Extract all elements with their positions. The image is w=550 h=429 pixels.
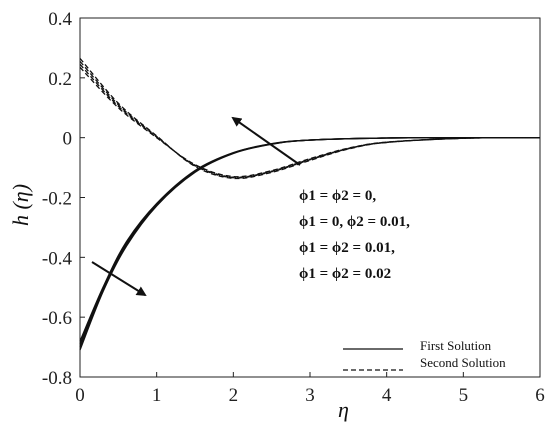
legend: First Solution Second Solution [343,338,506,371]
x-tick-label: 4 [382,385,392,406]
y-tick-label: 0.2 [48,69,72,90]
annotation-line-2: ϕ1 = 0, ϕ2 = 0.01, [299,214,410,230]
x-tick-label: 2 [229,385,239,406]
y-axis-label: h (η) [8,184,33,226]
x-axis-label: η [338,397,349,422]
y-tick-label: -0.6 [42,308,72,329]
y-tick-label: -0.2 [42,189,72,210]
x-tick-label: 0 [75,385,85,406]
curves-layer [79,57,541,351]
arrow-lower [91,261,147,297]
ticks-layer: 0 1 2 3 4 5 6 0.4 0.2 0 -0.2 -0.4 -0.6 -0.8 [42,9,545,406]
annotation-line-4: ϕ1 = ϕ2 = 0.02 [299,266,391,282]
y-tick-label: -0.4 [42,248,73,269]
second-solution-curve-8 [79,57,541,180]
x-tick-label: 3 [305,385,315,406]
x-tick-label: 5 [459,385,469,406]
annotation-line-3: ϕ1 = ϕ2 = 0.01, [299,240,395,256]
y-tick-label: 0.4 [48,9,72,30]
y-tick-label: -0.8 [42,368,72,389]
annotation-line-1: ϕ1 = ϕ2 = 0, [299,188,376,204]
second-solution-curve-5 [79,66,541,178]
x-tick-label: 1 [152,385,162,406]
second-solution-curve-7 [79,60,541,179]
first-solution-curve-4 [79,136,541,351]
y-tick-label: 0 [63,129,73,150]
legend-label-first: First Solution [420,338,492,353]
arrow-upper [231,116,301,166]
legend-label-second: Second Solution [420,355,506,370]
x-tick-label: 6 [535,385,545,406]
